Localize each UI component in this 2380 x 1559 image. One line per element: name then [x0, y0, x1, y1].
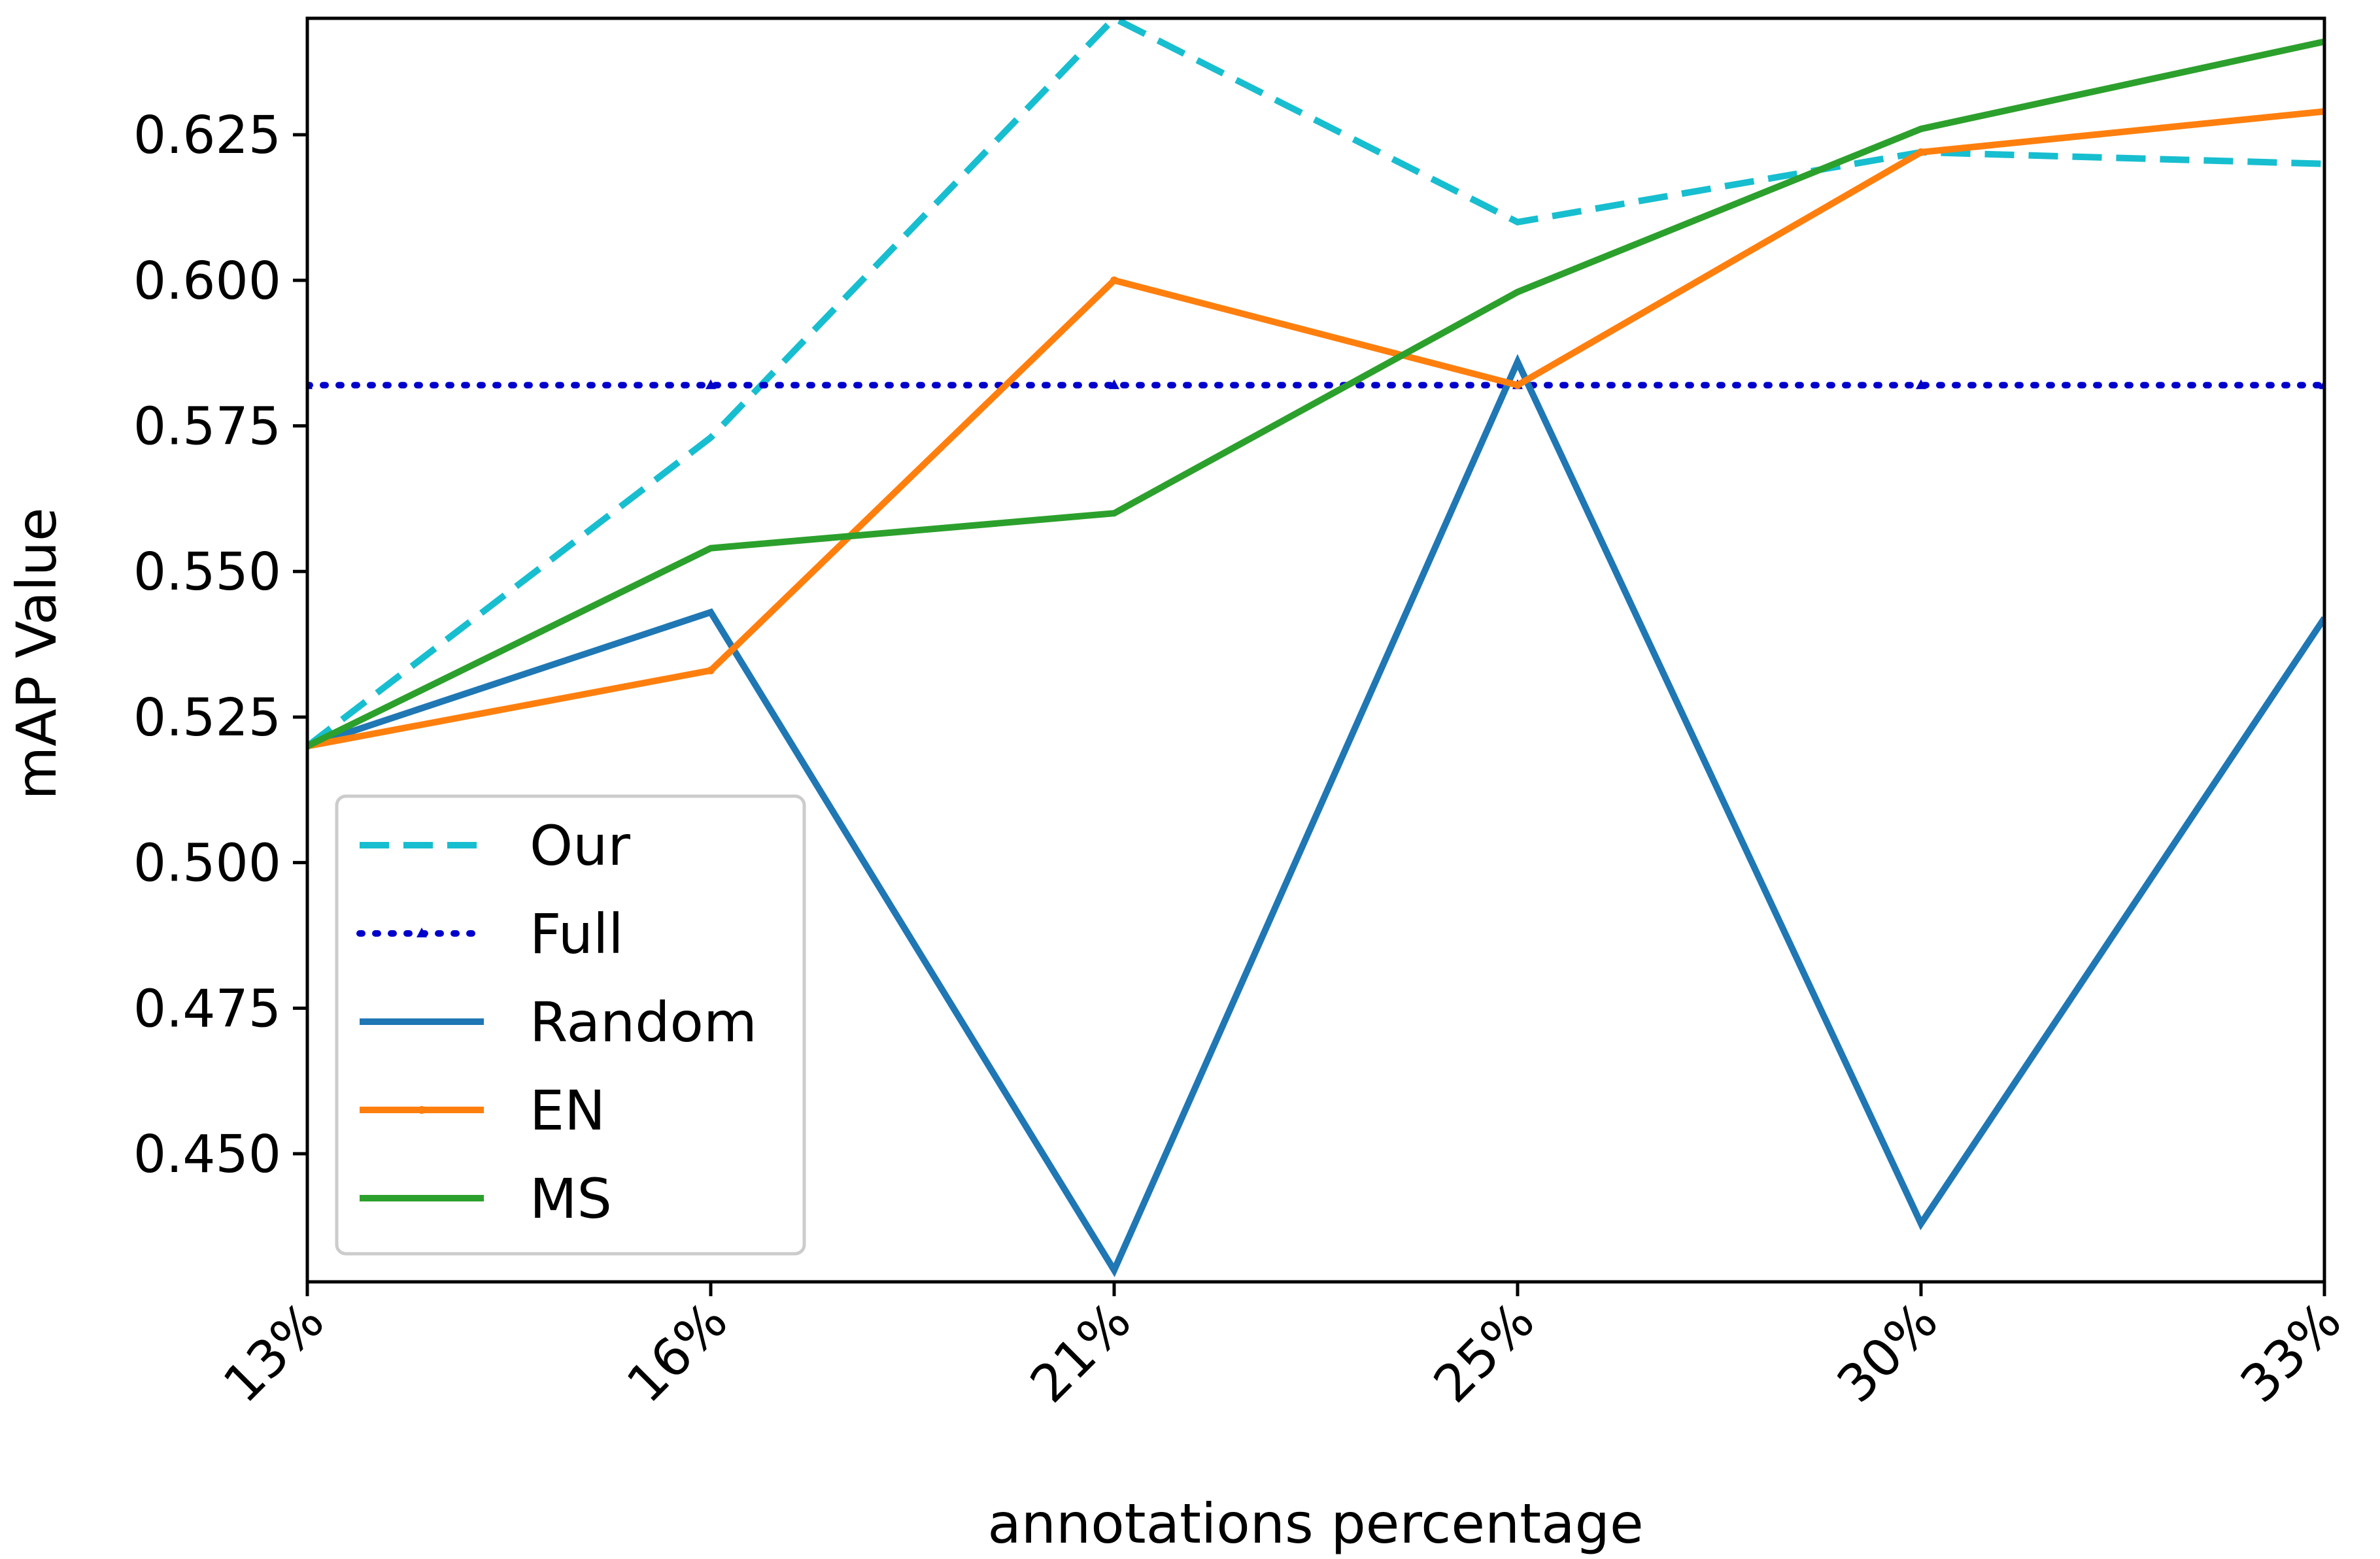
legend-label: Our	[530, 814, 630, 878]
series-line-our	[307, 18, 2324, 749]
legend-marker	[416, 928, 427, 937]
y-tick-label: 0.450	[133, 1124, 281, 1184]
legend-item-random: Random	[360, 990, 757, 1054]
series-line-ms	[307, 38, 2324, 749]
legend-item-full: Full	[356, 902, 624, 966]
data-point-en	[1514, 381, 1522, 390]
data-point-full	[1109, 379, 1119, 390]
y-axis-title: mAP Value	[5, 507, 69, 799]
y-tick-label: 0.550	[133, 542, 281, 602]
legend-marker	[418, 1106, 426, 1114]
y-tick-label: 0.625	[133, 105, 281, 165]
series-line-en	[307, 108, 2324, 750]
legend-label: MS	[530, 1167, 612, 1231]
y-tick-label: 0.575	[133, 397, 281, 457]
y-tick-label: 0.475	[133, 979, 281, 1039]
y-tick-label: 0.500	[133, 833, 281, 894]
y-axis: 0.450 0.475 0.500 0.525 0.550 0.575 0.600 0.625	[133, 105, 307, 1184]
legend-label: EN	[530, 1079, 605, 1143]
series-random	[307, 354, 2324, 1277]
legend: Our Full Random EN MS	[335, 794, 806, 1256]
legend-item-our: Our	[360, 814, 630, 878]
data-point-full	[1916, 379, 1926, 390]
plot-frame	[305, 16, 2326, 1284]
legend-item-ms: MS	[360, 1167, 612, 1231]
y-tick-label: 0.600	[133, 251, 281, 311]
data-point-en	[707, 666, 715, 675]
x-axis-title: annotations percentage	[987, 1492, 1643, 1556]
data-point-full	[706, 379, 716, 390]
series-layer	[307, 18, 2324, 1277]
y-tick-label: 0.525	[133, 688, 281, 748]
legend-item-en: EN	[360, 1079, 605, 1143]
data-point-en	[1110, 276, 1118, 284]
legend-label: Random	[530, 990, 757, 1054]
series-line-random	[307, 354, 2324, 1277]
series-ms	[307, 38, 2324, 749]
series-our	[307, 18, 2324, 749]
data-point-en	[1917, 148, 1925, 156]
legend-label: Full	[530, 902, 624, 966]
legend-box	[335, 794, 806, 1256]
